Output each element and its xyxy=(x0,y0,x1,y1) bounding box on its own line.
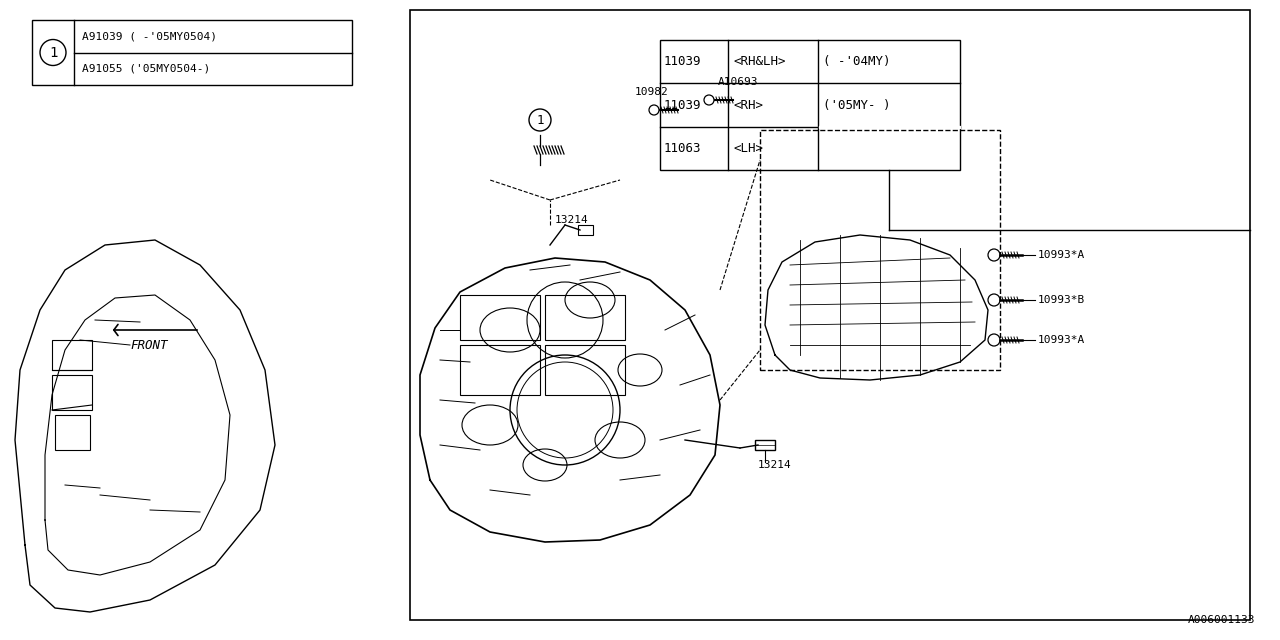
Bar xyxy=(32,20,352,85)
Bar xyxy=(579,225,593,235)
Text: 11063: 11063 xyxy=(664,142,701,155)
Text: 11039: 11039 xyxy=(664,55,701,68)
Text: 1: 1 xyxy=(49,45,58,60)
Bar xyxy=(760,130,1000,370)
Bar xyxy=(52,340,92,370)
Text: ('05MY- ): ('05MY- ) xyxy=(823,99,891,111)
Text: 10982: 10982 xyxy=(635,87,668,97)
Bar xyxy=(460,345,540,395)
Text: 10993*A: 10993*A xyxy=(1038,250,1085,260)
Text: A91039 ( -'05MY0504): A91039 ( -'05MY0504) xyxy=(82,31,218,41)
Text: 11039: 11039 xyxy=(664,99,701,111)
Bar xyxy=(755,440,774,450)
Text: FRONT: FRONT xyxy=(131,339,168,351)
Text: 10993*B: 10993*B xyxy=(1038,295,1085,305)
Bar xyxy=(545,345,625,395)
Text: <RH>: <RH> xyxy=(733,99,763,111)
Text: A91055 ('05MY0504-): A91055 ('05MY0504-) xyxy=(82,64,210,74)
Text: A10693: A10693 xyxy=(718,77,759,87)
Text: <RH&LH>: <RH&LH> xyxy=(733,55,786,68)
Bar xyxy=(545,295,625,340)
Bar xyxy=(660,40,960,170)
Text: 1: 1 xyxy=(536,113,544,127)
Bar xyxy=(52,375,92,410)
Text: 13214: 13214 xyxy=(556,215,589,225)
Text: 10993*A: 10993*A xyxy=(1038,335,1085,345)
Bar xyxy=(55,415,90,450)
Text: 13214: 13214 xyxy=(758,460,792,470)
Text: ( -'04MY): ( -'04MY) xyxy=(823,55,891,68)
Text: A006001133: A006001133 xyxy=(1188,615,1254,625)
Bar xyxy=(410,10,1251,620)
Polygon shape xyxy=(818,125,960,127)
Bar xyxy=(460,295,540,340)
Text: <LH>: <LH> xyxy=(733,142,763,155)
